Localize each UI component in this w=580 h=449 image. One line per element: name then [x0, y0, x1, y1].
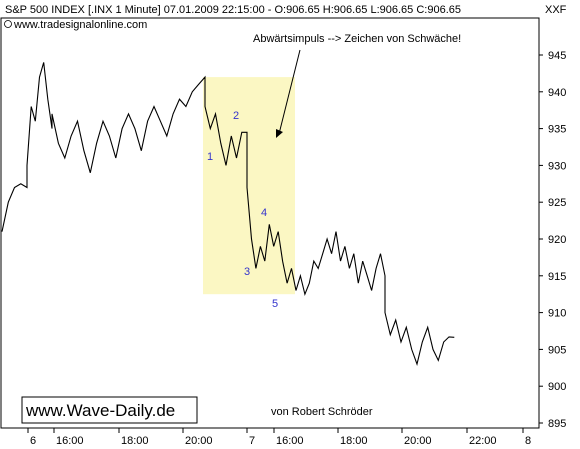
x-tick-label: 20:00: [185, 435, 213, 447]
x-tick-label: 16:00: [276, 435, 304, 447]
y-tick-label: 925: [548, 197, 566, 209]
y-axis: 895 900 905 910 915 920 925 930 935 940 945: [539, 50, 566, 430]
x-tick-label: 16:00: [56, 435, 84, 447]
series-line: [1, 62, 455, 367]
y-tick-label: 910: [548, 308, 566, 320]
y-tick-label: 905: [548, 344, 566, 356]
wave-label-3: 3: [244, 266, 250, 278]
y-tick-label: 930: [548, 160, 566, 172]
x-tick-label: 7: [249, 435, 255, 447]
y-tick-label: 900: [548, 381, 566, 393]
wave-label-5: 5: [272, 298, 278, 310]
corner-label: XXF: [545, 4, 567, 16]
chart-header: S&P 500 INDEX [.INX 1 Minute] 07.01.2009…: [5, 4, 461, 16]
y-tick-label: 940: [548, 87, 566, 99]
x-tick-label: 22:00: [469, 435, 497, 447]
wave-label-2: 2: [233, 110, 239, 122]
author-text: von Robert Schröder: [271, 406, 373, 418]
wave-label-1: 1: [207, 151, 213, 163]
annotation-arrowhead: [276, 129, 283, 138]
x-tick-label: 20:00: [404, 435, 432, 447]
x-tick-label: 8: [525, 435, 531, 447]
wave-label-4: 4: [261, 207, 267, 219]
x-axis: 6 16:00 18:00 20:00 7 16:00 18:00 20:00 22:00 8: [27, 428, 531, 447]
x-tick-label: 6: [30, 435, 36, 447]
annotation-text: Abwärtsimpuls --> Zeichen von Schwäche!: [253, 33, 461, 45]
branding-box: [21, 396, 198, 424]
y-tick-label: 935: [548, 124, 566, 136]
y-tick-label: 920: [548, 234, 566, 246]
chart-source: www.tradesignalonline.com: [13, 19, 147, 31]
y-tick-label: 895: [548, 418, 566, 430]
x-tick-label: 18:00: [340, 435, 368, 447]
highlight-region: [203, 77, 295, 295]
copyright-icon: [4, 20, 12, 28]
x-tick-label: 18:00: [121, 435, 149, 447]
branding-text: www.Wave-Daily.de: [25, 401, 175, 420]
y-tick-label: 915: [548, 271, 566, 283]
y-tick-label: 945: [548, 50, 566, 62]
annotation-arrow: [278, 49, 301, 135]
